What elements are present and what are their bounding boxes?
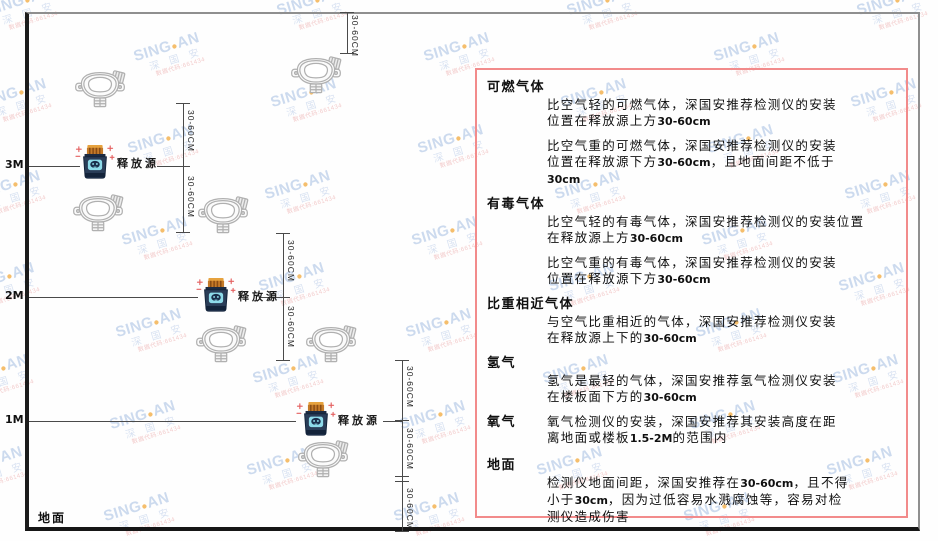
gas-detector-icon: [74, 68, 126, 113]
release-source-label: 释放源: [338, 415, 380, 427]
connector-line: [261, 296, 283, 298]
text-line: 比空气轻的可燃气体，深国安推荐检测仪的安装: [547, 98, 837, 112]
dimension-tick: [176, 231, 190, 233]
panel-paragraph: 比空气重的有毒气体，深国安推荐检测仪的安装 位置在释放源下方30-60cm: [547, 255, 896, 288]
dimension-tick: [395, 419, 409, 421]
panel-section: 氢气氢气是最轻的气体，深国安推荐氢气检测仪安装 在楼板面下方的30-60cm: [487, 355, 896, 406]
dimension-tick: [395, 480, 409, 482]
section-header: 氧气: [487, 414, 517, 429]
drawing-frame: [25, 12, 920, 531]
dimension-tick: [395, 475, 409, 477]
dimension-tick: [395, 530, 409, 532]
text-line: 位置在释放源上方30-60cm: [547, 114, 711, 128]
axis-height-label: 2M: [5, 289, 24, 302]
axis-height-label: 3M: [5, 158, 24, 171]
gas-detector-icon: [72, 192, 124, 237]
text-line: 位置在释放源下方30-60cm: [547, 272, 711, 286]
installation-notes-panel: 可燃气体 比空气轻的可燃气体，深国安推荐检测仪的安装 位置在释放源上方30-60cm…: [475, 68, 908, 524]
dimension-label: 30-60CM: [405, 428, 415, 470]
ground-label: 地面: [38, 511, 67, 525]
release-source-icon: [195, 277, 237, 320]
section-header: 可燃气体: [487, 79, 546, 94]
connector-line: [157, 165, 183, 167]
panel-paragraph: 氧气检测仪的安装，深国安推荐其安装高度在距 离地面或楼板1.5-2M的范围内: [547, 414, 837, 447]
dimension-label: 30-60CM: [186, 176, 196, 218]
gas-detector-icon: [305, 323, 357, 368]
panel-section: 有毒气体 比空气轻的有毒气体，深国安推荐检测仪的安装位置 在释放源上方30-60cm…: [487, 196, 896, 288]
dimension-line: [346, 12, 348, 53]
dimension-line: [401, 360, 403, 531]
dimension-tick: [276, 359, 290, 361]
gas-detector-icon: [197, 194, 249, 239]
panel-paragraph: 比空气重的可燃气体，深国安推荐检测仪的安装 位置在释放源下方30-60cm，且地面…: [547, 138, 896, 188]
panel-section: 比重相近气体与空气比重相近的气体，深国安推荐检测仪安装 在释放源上下的30-60c…: [487, 296, 896, 347]
section-header: 地面: [487, 457, 517, 472]
section-header: 有毒气体: [487, 196, 546, 211]
dimension-tick: [276, 232, 290, 234]
text-line: 比空气重的可燃气体，深国安推荐检测仪的安装: [547, 139, 837, 153]
dimension-label: 30-60CM: [350, 15, 360, 57]
dimension-label: 30-60CM: [286, 306, 296, 348]
dimension-tick: [276, 296, 290, 298]
panel-paragraph: 比空气轻的有毒气体，深国安推荐检测仪的安装位置 在释放源上方30-60cm: [547, 214, 896, 247]
text-line: 与空气比重相近的气体，深国安推荐检测仪安装: [547, 315, 837, 329]
release-source-icon: [295, 401, 337, 444]
text-line: 在释放源上方30-60cm: [547, 231, 683, 245]
text-line: 检测仪地面间距，深国安推荐在30-60cm，且不得: [547, 476, 849, 490]
height-level-line: [29, 296, 198, 298]
axis-height-label: 1M: [5, 413, 24, 426]
panel-section: 氧气 氧气检测仪的安装，深国安推荐其安装高度在距 离地面或楼板1.5-2M的范围内: [487, 414, 896, 455]
text-line: 位置在释放源下方30-60cm，且地面间距不低于: [547, 155, 835, 169]
panel-sections: 可燃气体 比空气轻的可燃气体，深国安推荐检测仪的安装 位置在释放源上方30-60cm…: [487, 79, 896, 525]
release-source-label: 释放源: [238, 291, 280, 303]
panel-section: 可燃气体 比空气轻的可燃气体，深国安推荐检测仪的安装 位置在释放源上方30-60cm…: [487, 79, 896, 188]
dimension-label: 30-60CM: [286, 240, 296, 282]
section-row: 氧气 氧气检测仪的安装，深国安推荐其安装高度在距 离地面或楼板1.5-2M的范围内: [487, 414, 896, 455]
gas-detector-icon: [290, 54, 342, 99]
gas-detector-icon: [297, 438, 349, 483]
height-level-line: [29, 420, 296, 422]
dimension-label: 30-60CM: [186, 110, 196, 152]
text-line: 测仪造成伤害: [547, 510, 630, 524]
dimension-label: 30-60CM: [405, 488, 415, 530]
dimension-label: 30-60CM: [405, 366, 415, 408]
connector-line: [383, 420, 402, 422]
dimension-tick: [395, 359, 409, 361]
section-header: 氢气: [487, 355, 517, 370]
panel-paragraph: 比空气轻的可燃气体，深国安推荐检测仪的安装 位置在释放源上方30-60cm: [547, 97, 896, 130]
release-source-label: 释放源: [117, 158, 159, 170]
height-level-line: [29, 165, 80, 167]
text-line: 在释放源上下的30-60cm: [547, 331, 697, 345]
text-line: 氧气检测仪的安装，深国安推荐其安装高度在距: [547, 415, 837, 429]
text-line: 比空气重的有毒气体，深国安推荐检测仪的安装: [547, 256, 837, 270]
panel-paragraph: 与空气比重相近的气体，深国安推荐检测仪安装 在释放源上下的30-60cm: [547, 314, 896, 347]
panel-paragraph: 检测仪地面间距，深国安推荐在30-60cm，且不得 小于30cm，因为过低容易水溅…: [547, 475, 896, 525]
text-line: 比空气轻的有毒气体，深国安推荐检测仪的安装位置: [547, 215, 865, 229]
dimension-tick: [340, 11, 354, 13]
text-line: 30cm: [547, 173, 581, 186]
dimension-tick: [340, 52, 354, 54]
dimension-line: [182, 103, 184, 232]
panel-section: 地面检测仪地面间距，深国安推荐在30-60cm，且不得 小于30cm，因为过低容易…: [487, 457, 896, 525]
panel-paragraph: 氢气是最轻的气体，深国安推荐氢气检测仪安装 在楼板面下方的30-60cm: [547, 373, 896, 406]
text-line: 氢气是最轻的气体，深国安推荐氢气检测仪安装: [547, 374, 837, 388]
dimension-tick: [176, 102, 190, 104]
release-source-icon: [74, 144, 116, 187]
text-line: 离地面或楼板1.5-2M的范围内: [547, 431, 728, 445]
section-header: 比重相近气体: [487, 296, 575, 311]
gas-detector-icon: [195, 323, 247, 368]
dimension-tick: [176, 165, 190, 167]
text-line: 在楼板面下方的30-60cm: [547, 390, 697, 404]
text-line: 小于30cm，因为过低容易水溅腐蚀等，容易对检: [547, 493, 843, 507]
